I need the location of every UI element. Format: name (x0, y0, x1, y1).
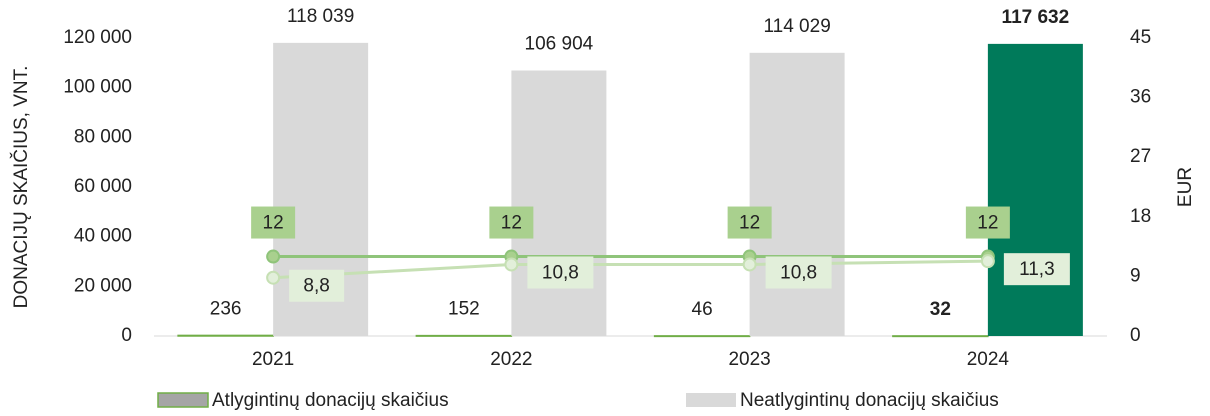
y-tick-label: 20 000 (74, 275, 132, 296)
y-axis-title: DONACIJŲ SKAIČIUS, VNT. (10, 66, 32, 309)
x-tick-label: 2021 (252, 349, 294, 370)
y-tick-label: 0 (121, 325, 132, 346)
data-label-box (289, 269, 345, 302)
data-label: 117 632 (1002, 7, 1070, 28)
bar (511, 70, 607, 337)
data-label-box (1003, 253, 1070, 286)
data-label: 114 029 (763, 16, 830, 37)
y2-axis-title: EUR (1175, 167, 1196, 207)
legend-swatch (157, 392, 209, 408)
data-label: 12 (739, 213, 760, 234)
y2-tick-label: 0 (1130, 325, 1141, 346)
line-marker (266, 270, 281, 285)
data-label: 32 (930, 299, 951, 320)
bar (653, 335, 751, 338)
bar (749, 52, 845, 337)
y2-tick-label: 36 (1130, 87, 1151, 108)
bar (892, 335, 989, 338)
data-label: 8,8 (303, 276, 329, 297)
data-label-box (965, 206, 1010, 239)
data-label: 10,8 (780, 262, 817, 283)
data-label: 236 (210, 298, 242, 319)
bar (415, 334, 513, 337)
line-marker (980, 254, 995, 269)
y-tick-label: 100 000 (63, 77, 132, 98)
data-label: 10,8 (542, 262, 579, 283)
y-tick-label: 80 000 (74, 126, 132, 147)
y-tick-label: 40 000 (74, 226, 132, 247)
y2-tick-label: 9 (1130, 265, 1141, 286)
data-label: 118 039 (287, 6, 354, 27)
line-marker (504, 257, 519, 272)
data-label-box (251, 206, 296, 239)
x-tick-label: 2023 (728, 349, 770, 370)
data-label: 12 (977, 213, 998, 234)
data-label-box (765, 256, 832, 289)
data-label-box (489, 206, 534, 239)
data-label: 46 (692, 299, 713, 320)
line-marker (266, 249, 281, 264)
bar (987, 43, 1083, 337)
x-tick-label: 2022 (490, 349, 532, 370)
x-tick-label: 2024 (967, 349, 1010, 370)
line (273, 259, 988, 280)
data-label: 106 904 (525, 34, 594, 55)
data-label-box (727, 206, 772, 239)
data-label: 12 (501, 213, 522, 234)
y2-tick-label: 18 (1130, 206, 1151, 227)
y2-tick-label: 45 (1130, 27, 1151, 48)
y2-tick-label: 27 (1130, 146, 1151, 167)
legend-label: Atlygintinų donacijų skaičius (212, 390, 449, 411)
data-label: 12 (263, 213, 284, 234)
data-label-box (527, 256, 594, 289)
legend-swatch (686, 393, 736, 407)
legend-label: Neatlygintinų donacijų skaičius (740, 390, 999, 411)
y-tick-label: 120 000 (63, 27, 132, 48)
data-label: 11,3 (1019, 259, 1055, 280)
data-label: 152 (448, 299, 480, 320)
y-tick-label: 60 000 (74, 176, 132, 197)
bar (177, 334, 274, 337)
line-marker (742, 257, 757, 272)
